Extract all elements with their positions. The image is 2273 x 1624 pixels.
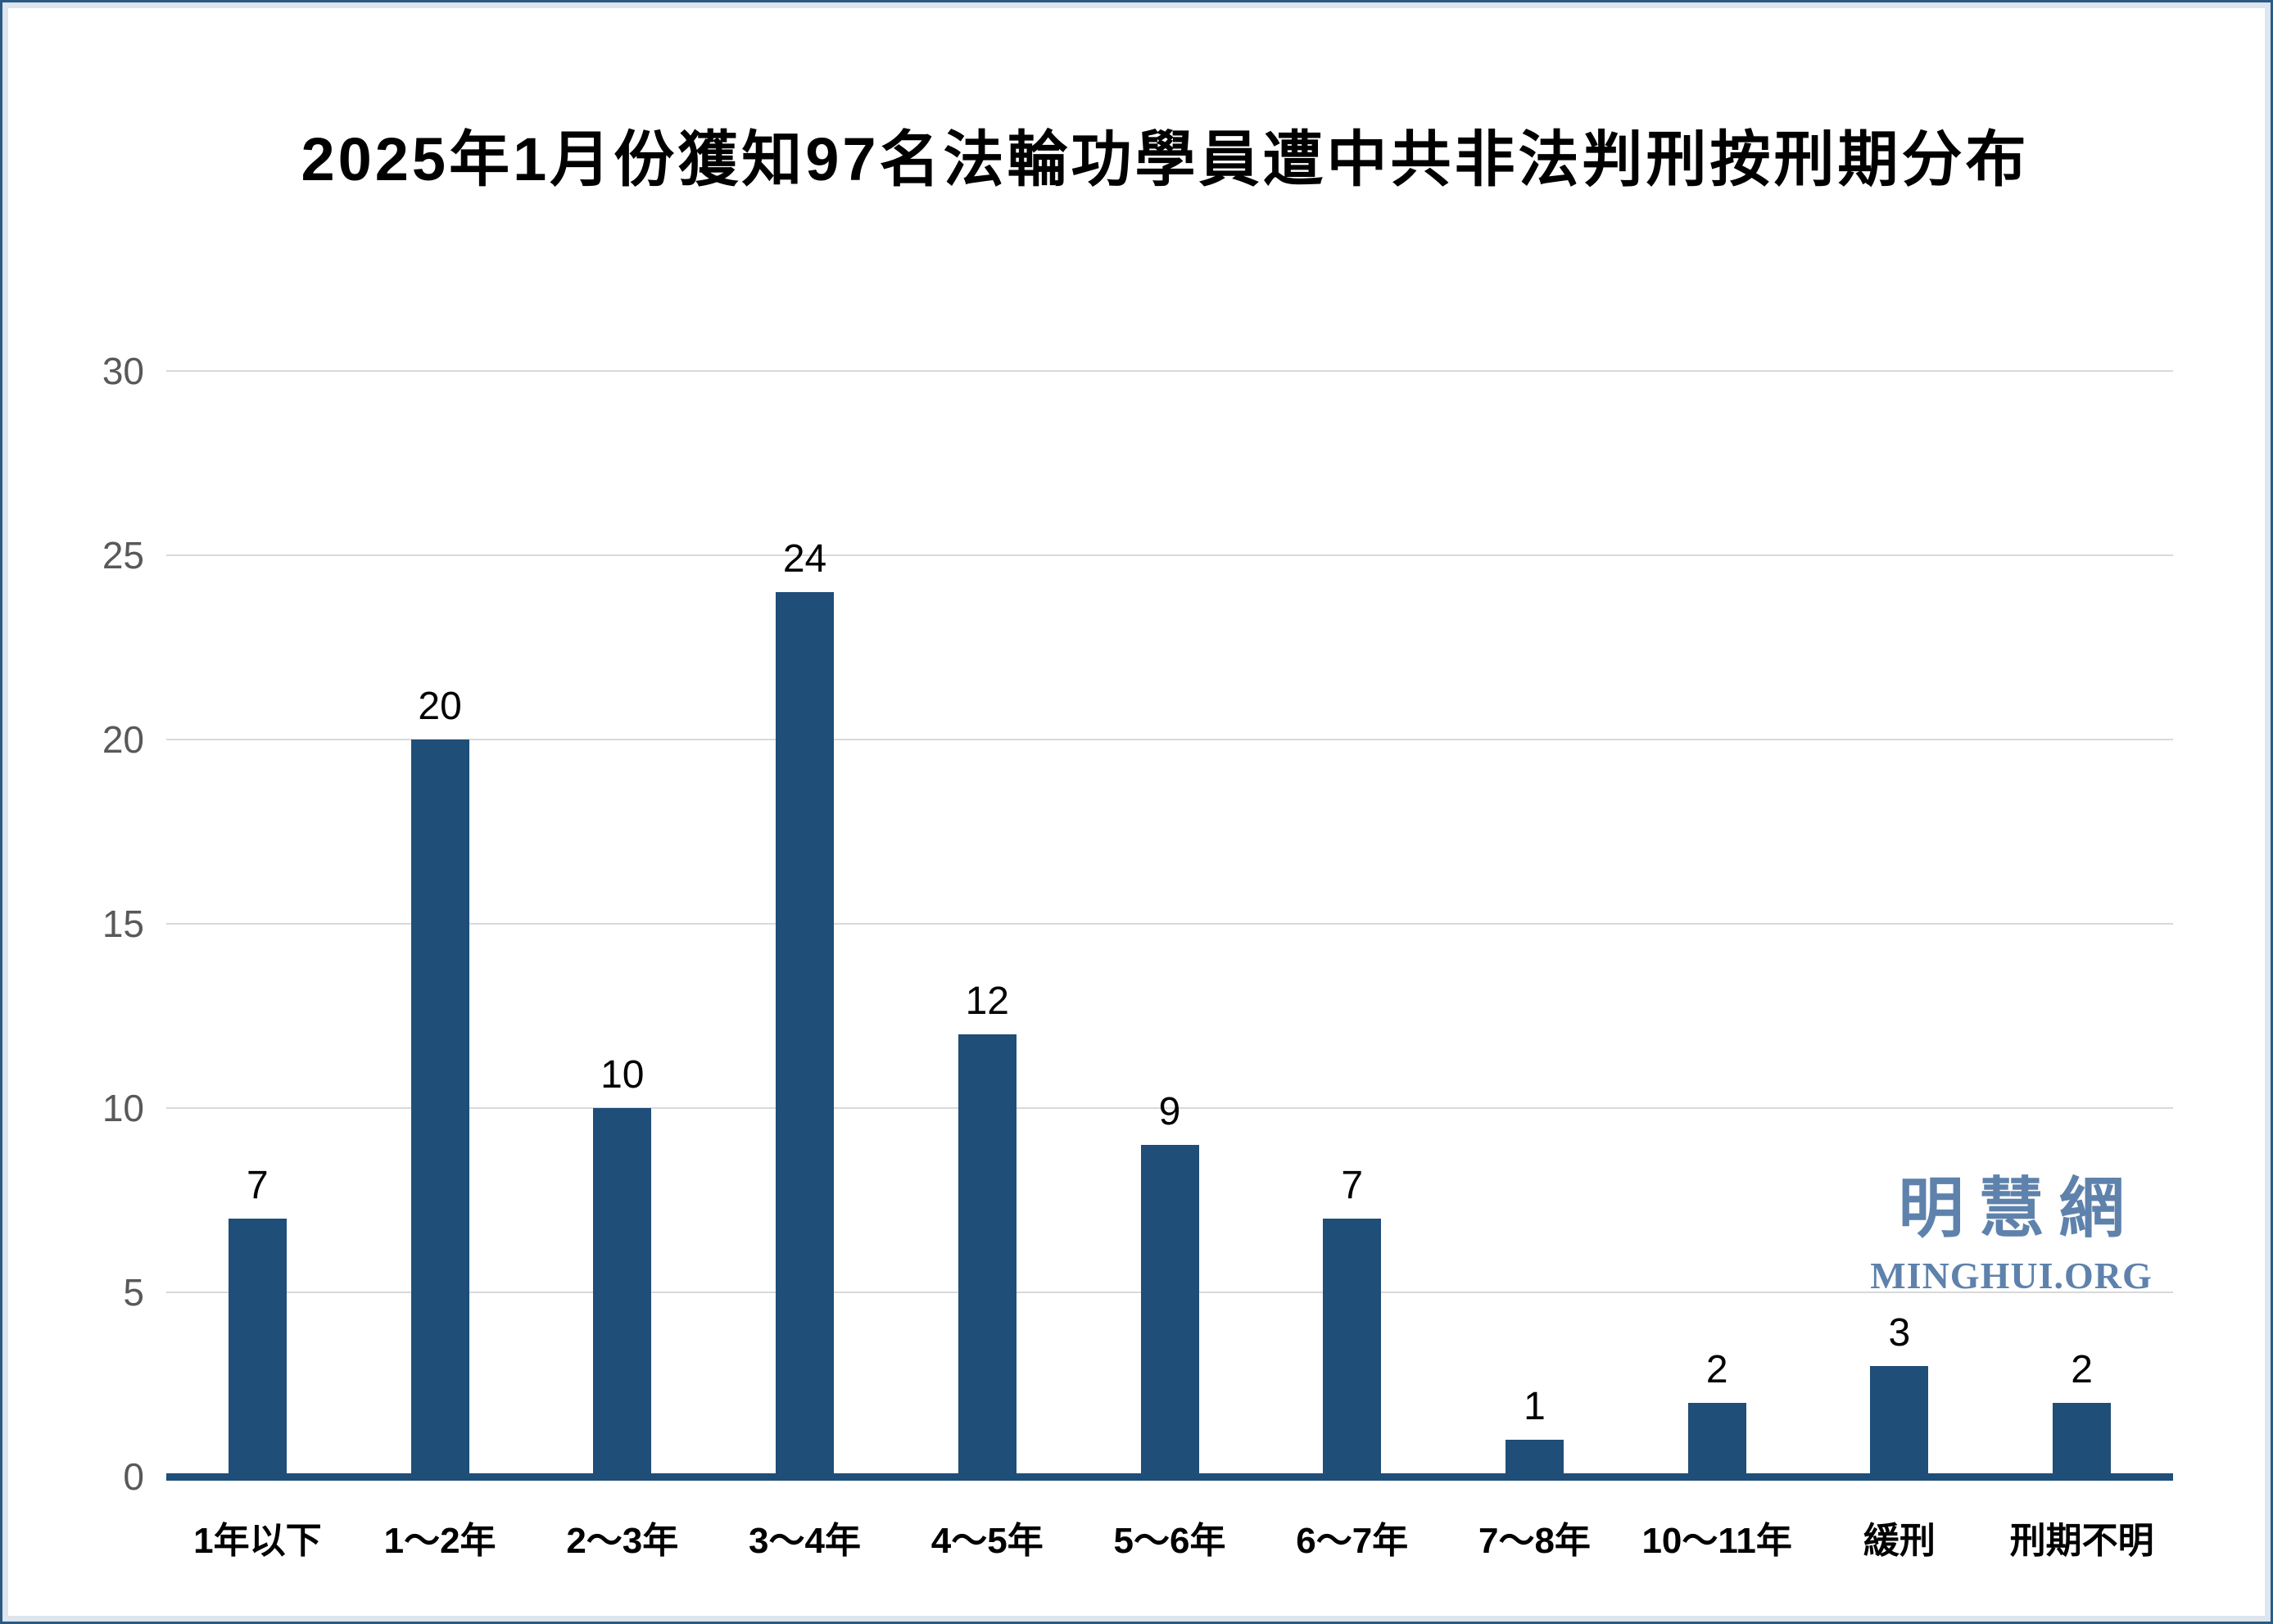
y-axis-tick-label: 0 <box>123 1455 144 1498</box>
bar-value-label: 2 <box>2071 1348 2093 1391</box>
x-axis-category-label: 緩刑 <box>1863 1521 1936 1561</box>
x-axis-category-label: 2～3年 <box>566 1521 679 1561</box>
y-axis-tick-label: 20 <box>102 718 144 761</box>
bar-3～4年 <box>776 592 835 1477</box>
bar-value-label: 24 <box>782 537 827 581</box>
x-axis-category-label: 7～8年 <box>1478 1521 1591 1561</box>
x-axis-category-label: 1年以下 <box>193 1521 322 1561</box>
chart-title: 2025年1月份獲知97名法輪功學員遭中共非法判刑按刑期分布 <box>301 125 2030 193</box>
x-axis-category-label: 1～2年 <box>383 1521 496 1561</box>
x-axis-category-label: 6～7年 <box>1296 1521 1409 1561</box>
y-axis-tick-label: 10 <box>102 1087 144 1129</box>
gridline-y-15 <box>166 923 2173 925</box>
bar-value-label: 12 <box>965 979 1009 1023</box>
bar-10～11年 <box>1687 1403 1746 1477</box>
watermark-site-name: MINGHUI.ORG <box>1870 1255 2153 1296</box>
gridline-y-10 <box>166 1107 2173 1109</box>
watermark: 明慧網 MINGHUI.ORG <box>1870 1156 2153 1297</box>
bar-value-label: 9 <box>1158 1090 1181 1133</box>
bar-value-label: 3 <box>1888 1311 1911 1355</box>
watermark-chinese-logo: 明慧網 <box>1898 1172 2139 1245</box>
bar-1～2年 <box>410 740 469 1477</box>
x-axis-category-label: 4～5年 <box>930 1521 1044 1561</box>
x-axis-category-label: 3～4年 <box>749 1521 861 1561</box>
x-axis-line <box>166 1473 2173 1481</box>
bar-5～6年 <box>1140 1145 1199 1477</box>
y-axis-tick-label: 5 <box>123 1271 144 1314</box>
bar-value-label: 7 <box>1341 1164 1364 1207</box>
gridline-y-30 <box>166 370 2173 372</box>
x-axis-category-label: 5～6年 <box>1113 1521 1226 1561</box>
x-axis-category-label: 刑期不明 <box>2009 1521 2154 1561</box>
y-axis-tick-label: 30 <box>102 350 144 392</box>
bar-value-label: 7 <box>247 1164 269 1207</box>
bar-緩刑 <box>1870 1366 1929 1477</box>
bar-6～7年 <box>1323 1219 1382 1477</box>
y-axis-tick-label: 25 <box>102 534 144 577</box>
bar-value-label: 20 <box>418 685 462 728</box>
bar-4～5年 <box>958 1034 1017 1477</box>
bar-value-label: 2 <box>1705 1348 1728 1391</box>
bar-2～3年 <box>593 1108 652 1477</box>
y-axis-tick-label: 15 <box>102 902 144 945</box>
bar-刑期不明 <box>2053 1403 2112 1477</box>
bar-1年以下 <box>228 1219 287 1477</box>
bar-value-label: 10 <box>600 1053 645 1097</box>
gridline-y-20 <box>166 739 2173 740</box>
bar-value-label: 1 <box>1524 1385 1546 1428</box>
x-axis-category-label: 10～11年 <box>1641 1521 1792 1561</box>
bar-7～8年 <box>1505 1440 1564 1477</box>
gridline-y-25 <box>166 554 2173 556</box>
